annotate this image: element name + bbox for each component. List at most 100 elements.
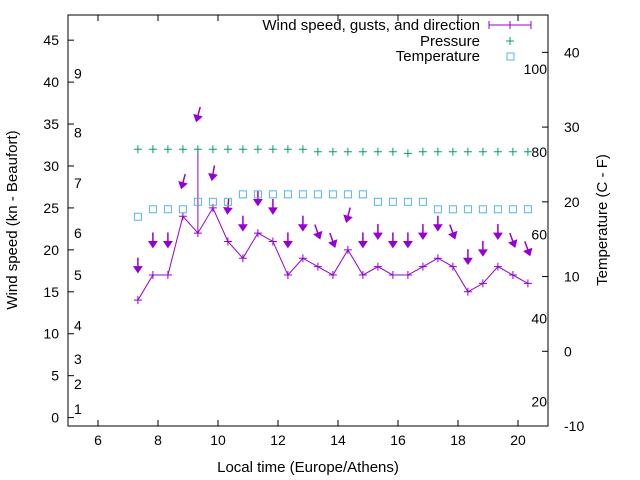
wind-direction-arrow <box>328 232 338 248</box>
wind-direction-arrow <box>448 224 458 240</box>
y-tick-label: 40 <box>43 74 59 90</box>
pressure-point <box>478 147 487 156</box>
wind-speed-point <box>433 254 442 263</box>
wind-speed-point <box>478 279 487 288</box>
pressure-point <box>283 145 292 154</box>
x-tick-label: 14 <box>330 432 346 448</box>
y-tick-label: 0 <box>51 410 59 426</box>
y-tick-label: 20 <box>43 242 59 258</box>
pressure-point <box>328 147 337 156</box>
wind-arrow-head <box>477 249 488 257</box>
x-tick-label: 10 <box>210 432 226 448</box>
y-tick-label: 35 <box>43 116 59 132</box>
temperature-point <box>163 205 172 214</box>
pressure-point <box>463 147 472 156</box>
wind-direction-arrow <box>297 215 308 232</box>
pressure-point <box>523 147 532 156</box>
pressure-point <box>298 145 307 154</box>
wind-arrow-head <box>523 247 533 257</box>
temperature-point <box>328 190 337 199</box>
pressure-point <box>403 149 412 158</box>
wind-direction-arrow <box>492 224 503 240</box>
wind-arrow-head <box>387 240 398 249</box>
wind-speed-point <box>298 254 307 263</box>
pressure-point <box>418 147 427 156</box>
wind-speed-point <box>283 271 292 280</box>
wind-speed-point <box>343 245 352 254</box>
wind-speed-point <box>463 287 472 296</box>
temperature-point <box>493 205 502 214</box>
pressure-point <box>508 147 517 156</box>
x-tick-label: 6 <box>94 432 102 448</box>
pressure-point <box>208 145 217 154</box>
y-tick-label: 15 <box>43 284 59 300</box>
wind-arrow-head <box>297 224 308 232</box>
wind-arrow-head <box>178 180 188 190</box>
wind-speed-point <box>328 271 337 280</box>
pressure-point <box>433 147 442 156</box>
wind-direction-arrow <box>237 215 248 232</box>
wind-direction-arrow <box>162 232 173 249</box>
temperature-point <box>283 190 292 199</box>
wind-direction-arrow <box>132 257 143 274</box>
legend-label-wind: Wind speed, gusts, and direction <box>262 17 480 34</box>
wind-speed-point <box>223 237 232 246</box>
beaufort-label: 5 <box>74 267 82 283</box>
wind-direction-arrow <box>462 249 473 266</box>
beaufort-label: 7 <box>74 175 82 191</box>
wind-direction-arrow <box>417 224 428 240</box>
series-layer <box>132 106 533 305</box>
temperature-point <box>358 190 367 199</box>
temperature-point <box>373 197 382 206</box>
wind-arrow-head <box>462 257 473 266</box>
temperature-point <box>463 205 472 214</box>
wind-speed-point <box>133 296 142 305</box>
wind-speed-point <box>253 229 262 238</box>
pressure-point <box>268 145 277 154</box>
wind-direction-arrow <box>477 240 488 257</box>
wind-speed-point <box>493 262 502 271</box>
wind-speed-point <box>193 229 202 238</box>
fahrenheit-label: 40 <box>531 310 547 326</box>
temperature-point <box>223 197 232 206</box>
pressure-point <box>163 145 172 154</box>
wind-direction-arrow <box>402 232 413 249</box>
wind-speed-line <box>137 206 529 301</box>
x-tick-label: 16 <box>390 432 406 448</box>
pressure-point <box>238 145 247 154</box>
wind-arrow-head <box>343 214 353 223</box>
wind-direction-arrow <box>178 173 188 190</box>
wind-arrow-head <box>508 239 518 248</box>
wind-arrow-head <box>357 240 368 249</box>
wind-speed-point <box>418 262 427 271</box>
pressure-point <box>358 147 367 156</box>
wind-direction-arrow <box>387 232 398 249</box>
wind-direction-arrow <box>147 232 158 249</box>
y-tick-label: 25 <box>43 200 59 216</box>
legend-label-pressure: Pressure <box>420 33 480 50</box>
beaufort-label: 8 <box>74 124 82 140</box>
temperature-point <box>178 205 187 214</box>
wind-direction-arrow <box>267 198 278 215</box>
fahrenheit-label: 100 <box>524 61 548 77</box>
wind-speed-point <box>373 262 382 271</box>
wind-direction-arrow <box>508 232 518 248</box>
pressure-point <box>343 147 352 156</box>
wind-direction-arrow <box>208 165 218 182</box>
temperature-point <box>388 197 397 206</box>
y-axis-title: Wind speed (kn - Beaufort) <box>4 130 21 309</box>
x-axis-title: Local time (Europe/Athens) <box>217 459 399 476</box>
wind-direction-arrow <box>372 224 383 240</box>
temperature-point <box>148 205 157 214</box>
legend-label-temperature: Temperature <box>396 48 480 65</box>
wind-arrow-head <box>448 230 458 240</box>
wind-direction-arrow <box>282 232 293 249</box>
pressure-point <box>193 145 202 154</box>
beaufort-label: 6 <box>74 225 82 241</box>
wind-arrow-head <box>328 239 338 248</box>
wind-direction-arrow <box>193 106 203 123</box>
y-tick-label: 5 <box>51 368 59 384</box>
pressure-point <box>448 147 457 156</box>
wind-direction-arrow <box>523 241 533 257</box>
